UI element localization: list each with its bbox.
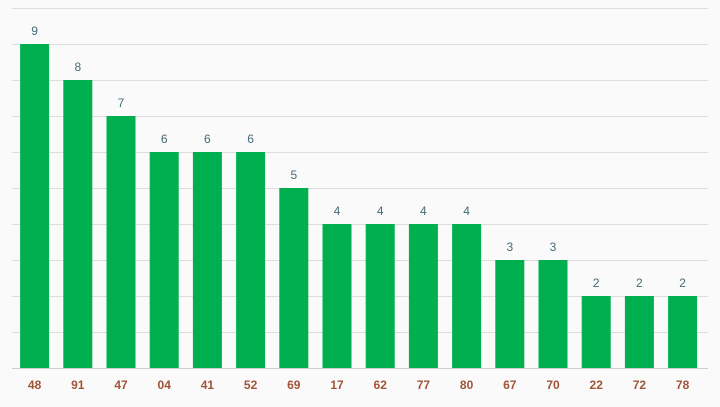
category-label-80: 80: [460, 378, 474, 392]
bar-17: [322, 224, 352, 368]
category-label-47: 47: [114, 378, 128, 392]
value-label-78: 2: [679, 276, 686, 290]
value-label-41: 6: [204, 132, 211, 146]
bar-22: [581, 296, 611, 368]
bar-52: [236, 152, 266, 368]
category-label-22: 22: [590, 378, 604, 392]
value-label-72: 2: [636, 276, 643, 290]
value-label-47: 7: [118, 96, 125, 110]
category-label-78: 78: [676, 378, 690, 392]
value-label-67: 3: [506, 240, 513, 254]
bars: [20, 44, 698, 368]
value-label-80: 4: [463, 204, 470, 218]
value-label-62: 4: [377, 204, 384, 218]
category-label-17: 17: [330, 378, 344, 392]
bar-48: [20, 44, 50, 368]
bar-41: [192, 152, 222, 368]
value-label-04: 6: [161, 132, 168, 146]
bar-62: [365, 224, 395, 368]
value-label-70: 3: [550, 240, 557, 254]
category-label-72: 72: [633, 378, 647, 392]
value-label-91: 8: [74, 60, 81, 74]
category-label-69: 69: [287, 378, 301, 392]
category-label-62: 62: [374, 378, 388, 392]
category-label-91: 91: [71, 378, 85, 392]
value-label-77: 4: [420, 204, 427, 218]
bar-78: [668, 296, 698, 368]
value-label-52: 6: [247, 132, 254, 146]
bar-69: [279, 188, 309, 368]
value-label-17: 4: [334, 204, 341, 218]
category-label-52: 52: [244, 378, 258, 392]
value-labels: 9 8 7 6 6 6 5 4 4 4 4 3 3 2 2 2: [31, 24, 686, 290]
bar-47: [106, 116, 136, 368]
bar-91: [63, 80, 93, 368]
value-label-22: 2: [593, 276, 600, 290]
value-label-69: 5: [290, 168, 297, 182]
bar-67: [495, 260, 525, 368]
category-label-41: 41: [201, 378, 215, 392]
bar-70: [538, 260, 568, 368]
category-label-70: 70: [546, 378, 560, 392]
category-label-77: 77: [417, 378, 431, 392]
bar-77: [408, 224, 438, 368]
category-labels: 48 91 47 04 41 52 69 17 62 77 80 67 70 22 72 78: [28, 378, 690, 392]
bar-04: [149, 152, 179, 368]
bar-80: [452, 224, 482, 368]
category-label-48: 48: [28, 378, 42, 392]
category-label-67: 67: [503, 378, 517, 392]
bar-72: [624, 296, 654, 368]
value-label-48: 9: [31, 24, 38, 38]
category-label-04: 04: [158, 378, 172, 392]
